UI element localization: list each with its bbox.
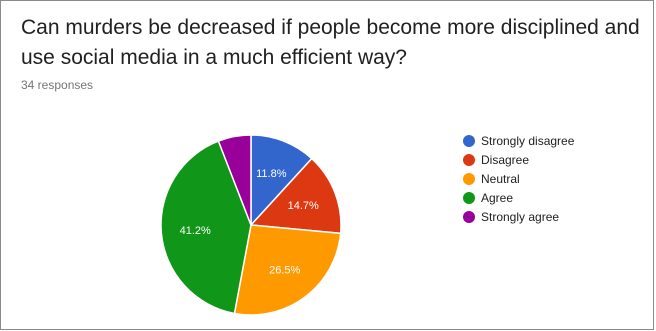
pie-slice-label: 41.2% [180,225,211,237]
legend-swatch [463,191,475,204]
legend-swatch [463,134,475,147]
pie-slice-disagree[interactable] [249,157,342,235]
chart-legend: Strongly disagree Disagree Neutral Agree Str… [463,131,574,226]
question-title: Can murders be decreased if people becom… [21,16,640,69]
legend-item[interactable]: Agree [463,188,574,207]
legend-item[interactable]: Strongly agree [463,207,574,226]
legend-swatch [463,210,475,223]
legend-label: Disagree [481,152,530,167]
legend-item[interactable]: Neutral [463,169,574,188]
legend-label: Strongly agree [481,209,560,224]
pie-slice-strongly-disagree[interactable] [250,134,313,227]
legend-label: Strongly disagree [481,133,575,148]
legend-label: Neutral [481,171,520,186]
pie-slice-strongly-agree[interactable] [217,134,252,226]
pie-slice-agree[interactable] [160,140,252,315]
legend-item[interactable]: Disagree [463,150,574,169]
response-count: 34 responses [21,78,94,92]
pie-slice-label: 11.8% [256,168,287,180]
pie-slice-neutral[interactable] [233,224,342,316]
legend-swatch [463,172,475,185]
pie-slice-label: 26.5% [269,265,300,277]
pie-slice-label: 14.7% [288,200,319,212]
legend-label: Agree [481,190,514,205]
legend-item[interactable]: Strongly disagree [463,131,574,150]
legend-swatch [463,153,475,166]
